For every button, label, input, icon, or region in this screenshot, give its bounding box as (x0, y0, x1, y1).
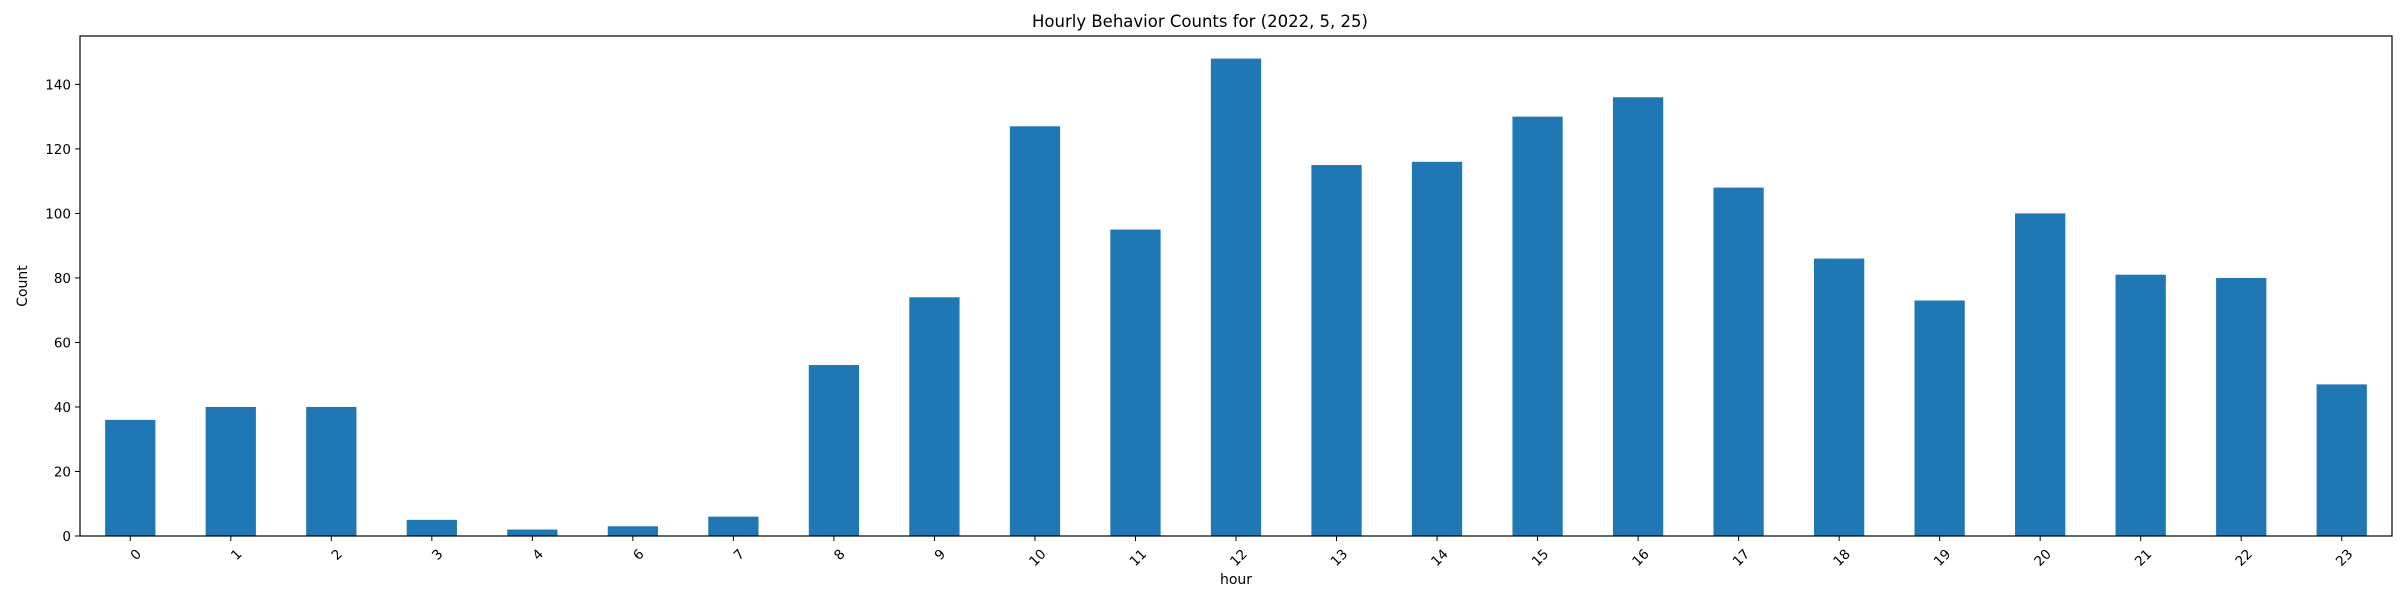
x-tick-label: 14 (1428, 546, 1451, 569)
x-axis: 0 1 2 3 4 6 7 8 9 10 11 12 13 14 15 16 17 18 19 20 21 22 23 (127, 536, 2356, 570)
bar-hour-3 (406, 519, 457, 536)
x-tick-label: 1 (228, 546, 245, 563)
y-tick-label: 0 (62, 529, 71, 545)
bar-hour-18 (1814, 258, 1865, 536)
bar-hour-13 (1311, 165, 1362, 536)
bar-series (105, 58, 2367, 537)
bar-hour-16 (1612, 97, 1664, 537)
bar-hour-20 (2015, 213, 2066, 536)
x-tick-label: 17 (1730, 546, 1753, 569)
bar-hour-7 (708, 516, 759, 536)
x-tick-label: 16 (1629, 546, 1652, 569)
bar-hour-19 (1914, 300, 1965, 536)
x-tick-label: 19 (1931, 546, 1954, 569)
bar-hour-11 (1110, 229, 1161, 536)
y-tick-label: 140 (45, 77, 71, 93)
x-tick-label: 9 (932, 546, 949, 563)
x-tick-label: 22 (2232, 546, 2255, 569)
x-tick-label: 23 (2333, 546, 2356, 569)
x-tick-label: 2 (329, 546, 346, 563)
x-tick-label: 18 (1830, 546, 1853, 569)
x-tick-label: 8 (831, 546, 848, 563)
bar-hour-23 (2316, 384, 2367, 536)
x-tick-label: 20 (2031, 546, 2054, 569)
x-tick-label: 13 (1328, 546, 1351, 569)
y-tick-label: 100 (45, 206, 71, 222)
y-axis-label: Count (15, 265, 31, 307)
bar-hour-2 (306, 406, 357, 536)
chart-title: Hourly Behavior Counts for (2022, 5, 25) (1032, 12, 1368, 31)
x-tick-label: 7 (731, 546, 748, 563)
x-tick-label: 6 (630, 546, 647, 563)
y-tick-label: 40 (54, 400, 71, 416)
bar-hour-8 (808, 365, 860, 536)
bar-hour-21 (2115, 274, 2166, 536)
x-tick-label: 12 (1227, 546, 1250, 569)
y-tick-label: 60 (54, 335, 71, 351)
x-tick-label: 10 (1026, 546, 1049, 569)
x-tick-label: 15 (1529, 546, 1552, 569)
x-tick-label: 21 (2132, 546, 2155, 569)
bar-hour-1 (205, 406, 256, 536)
x-tick-label: 11 (1127, 546, 1150, 569)
bar-hour-9 (909, 297, 960, 536)
x-axis-label: hour (1220, 572, 1252, 588)
x-tick-label: 3 (429, 546, 446, 563)
bar-hour-0 (105, 419, 156, 536)
bar-hour-14 (1411, 161, 1463, 536)
x-tick-label: 0 (127, 546, 144, 563)
bar-hour-12 (1210, 58, 1262, 536)
bar-hour-10 (1009, 126, 1061, 537)
y-tick-label: 80 (54, 271, 71, 287)
bar-hour-6 (607, 526, 658, 536)
x-tick-label: 4 (530, 546, 547, 563)
bar-hour-22 (2216, 277, 2267, 536)
y-axis: 0 20 40 60 80 100 120 140 (45, 77, 80, 545)
bar-hour-15 (1512, 116, 1563, 536)
y-tick-label: 120 (45, 142, 71, 158)
bar-hour-17 (1713, 187, 1764, 536)
y-tick-label: 20 (54, 464, 71, 480)
bar-hour-4 (507, 529, 558, 536)
